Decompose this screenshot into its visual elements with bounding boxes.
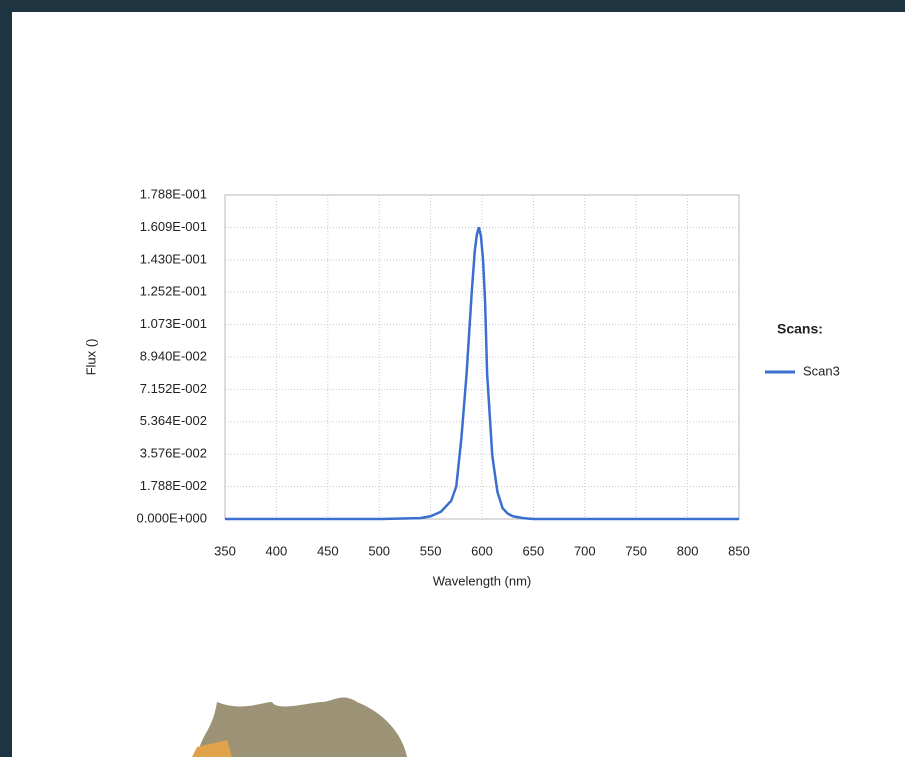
legend-label: Scan3 bbox=[803, 363, 840, 378]
x-tick-label: 850 bbox=[728, 543, 750, 558]
x-tick-label: 450 bbox=[317, 543, 339, 558]
y-tick-label: 8.940E-002 bbox=[140, 348, 207, 363]
page: Wavelength (nm) Flux () Scans: 0.000E+00… bbox=[12, 12, 905, 757]
x-tick-label: 500 bbox=[368, 543, 390, 558]
y-tick-label: 1.430E-001 bbox=[140, 251, 207, 266]
x-tick-label: 350 bbox=[214, 543, 236, 558]
y-axis-title: Flux () bbox=[83, 339, 98, 376]
y-tick-label: 0.000E+000 bbox=[137, 510, 207, 525]
x-tick-label: 400 bbox=[266, 543, 288, 558]
x-tick-label: 700 bbox=[574, 543, 596, 558]
x-tick-label: 800 bbox=[677, 543, 699, 558]
legend-title: Scans: bbox=[777, 321, 823, 337]
x-tick-label: 550 bbox=[420, 543, 442, 558]
y-tick-label: 5.364E-002 bbox=[140, 413, 207, 428]
x-tick-label: 750 bbox=[625, 543, 647, 558]
x-tick-label: 650 bbox=[523, 543, 545, 558]
photo-fragment bbox=[192, 740, 232, 757]
photo-fragment bbox=[197, 697, 407, 757]
y-tick-label: 3.576E-002 bbox=[140, 446, 207, 461]
y-tick-label: 1.788E-002 bbox=[140, 478, 207, 493]
chart: Wavelength (nm) Flux () Scans: 0.000E+00… bbox=[83, 186, 840, 757]
y-tick-label: 1.609E-001 bbox=[140, 219, 207, 234]
x-tick-label: 600 bbox=[471, 543, 493, 558]
y-tick-label: 1.073E-001 bbox=[140, 316, 207, 331]
y-tick-label: 1.252E-001 bbox=[140, 284, 207, 299]
data-line bbox=[225, 226, 739, 521]
plot-area bbox=[224, 194, 740, 520]
y-tick-label: 1.788E-001 bbox=[140, 186, 207, 201]
y-tick-label: 7.152E-002 bbox=[140, 381, 207, 396]
x-axis-title: Wavelength (nm) bbox=[433, 573, 532, 588]
